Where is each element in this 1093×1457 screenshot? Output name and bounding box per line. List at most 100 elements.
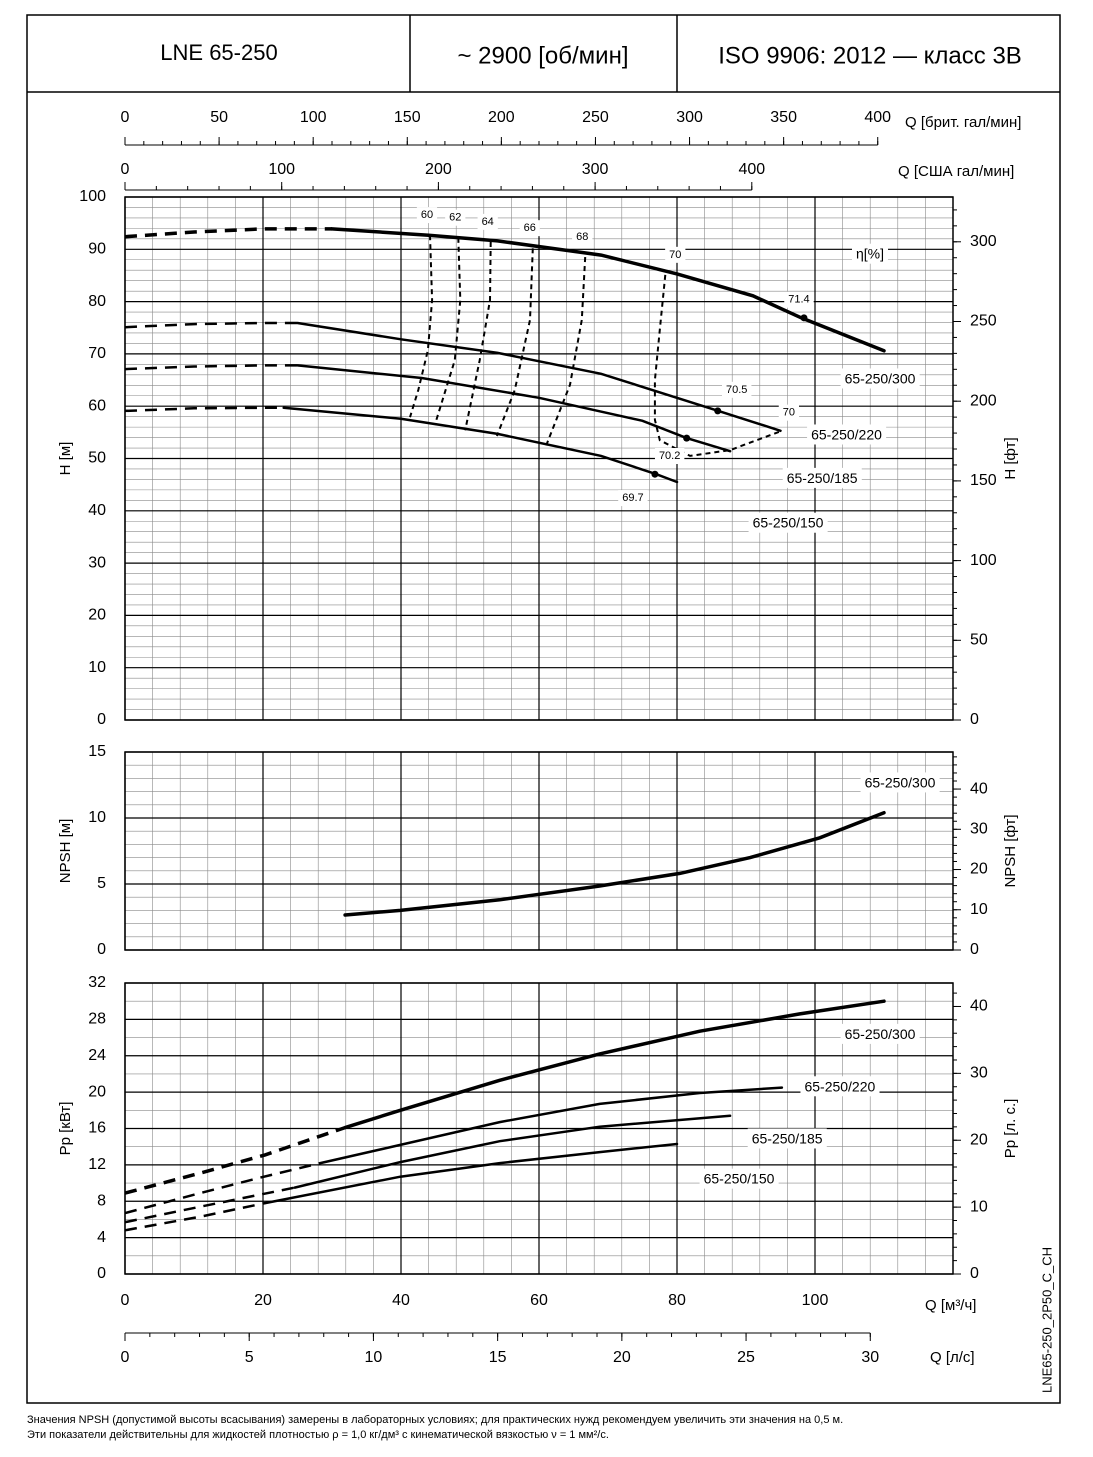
- y2-axis-title: NPSH [фт]: [1002, 814, 1019, 887]
- efficiency-label: 66: [524, 222, 536, 234]
- curve: [343, 999, 886, 1130]
- q-axis-title: Q [брит. гал/мин]: [905, 114, 1021, 131]
- best-efficiency-point: [714, 407, 722, 415]
- curve-extension: [124, 1186, 295, 1224]
- y2-tick-label: 20: [970, 861, 988, 878]
- q-tick-label: 200: [425, 161, 452, 178]
- x-tick-label: 40: [392, 1292, 410, 1309]
- q-axis-title: Q [л/с]: [930, 1349, 975, 1366]
- label-background: [860, 772, 940, 793]
- curve-label: 65-250/220: [804, 1078, 875, 1094]
- y-tick-label: 50: [88, 450, 106, 467]
- efficiency-axis-label: η[%]: [856, 246, 884, 262]
- curve-extension: [124, 321, 298, 329]
- y2-tick-label: 300: [970, 233, 997, 250]
- label-background: [519, 220, 540, 237]
- efficiency-line: [544, 257, 587, 449]
- q-tick-label: 25: [737, 1349, 755, 1366]
- curve: [343, 810, 886, 917]
- q-axis-title: Q [США гал/мин]: [898, 163, 1014, 180]
- label-background: [807, 424, 887, 445]
- q-tick-label: 300: [582, 161, 609, 178]
- y-axis-title: NPSH [м]: [57, 819, 74, 884]
- curve-extension: [124, 1201, 266, 1232]
- y-tick-label: 20: [88, 1083, 106, 1100]
- curve: [263, 1142, 679, 1205]
- efficiency-value: 71.4: [788, 294, 809, 306]
- label-background: [445, 209, 466, 226]
- label-background: [416, 207, 438, 224]
- label-background: [840, 368, 920, 389]
- speed: ~ 2900 [об/мин]: [458, 42, 629, 69]
- curve: [330, 227, 886, 353]
- y-tick-label: 0: [97, 941, 106, 958]
- footnote: Эти показатели действительны для жидкост…: [27, 1429, 609, 1441]
- best-efficiency-point: [651, 470, 659, 478]
- label-background: [851, 243, 889, 264]
- x-tick-label: 20: [254, 1292, 272, 1309]
- model: LNE 65-250: [160, 40, 277, 65]
- y2-tick-label: 0: [970, 1265, 979, 1282]
- footnote: Значения NPSH (допустимой высоты всасыва…: [27, 1414, 843, 1426]
- y2-tick-label: 0: [970, 941, 979, 958]
- q-tick-label: 400: [864, 109, 891, 126]
- q-tick-label: 200: [488, 109, 515, 126]
- y2-tick-label: 10: [970, 901, 988, 918]
- y-tick-label: 4: [97, 1229, 106, 1246]
- y2-tick-label: 10: [970, 1198, 988, 1215]
- q-tick-label: 100: [300, 109, 327, 126]
- y2-tick-label: 20: [970, 1131, 988, 1148]
- q-tick-label: 150: [394, 109, 421, 126]
- q-tick-label: 350: [770, 109, 797, 126]
- q-tick-label: 300: [676, 109, 703, 126]
- y-tick-label: 10: [88, 809, 106, 826]
- label-background: [665, 246, 686, 263]
- curve-label: 65-250/300: [845, 1026, 916, 1042]
- y2-tick-label: 30: [970, 1065, 988, 1082]
- x-axis-title: Q [м³/ч]: [925, 1297, 976, 1314]
- q-tick-label: 5: [245, 1349, 254, 1366]
- q-tick-label: 0: [121, 161, 130, 178]
- curve-extension: [124, 1161, 321, 1215]
- efficiency-line: [495, 248, 534, 437]
- y-tick-label: 100: [79, 188, 106, 205]
- curve-label: 65-250/220: [811, 426, 882, 442]
- efficiency-line: [653, 274, 783, 457]
- efficiency-line: [433, 237, 462, 426]
- q-tick-label: 0: [121, 109, 130, 126]
- y-tick-label: 0: [97, 1265, 106, 1282]
- x-tick-label: 0: [121, 1292, 130, 1309]
- y-tick-label: 12: [88, 1156, 106, 1173]
- q-tick-label: 10: [365, 1349, 383, 1366]
- label-background: [721, 381, 752, 398]
- y-tick-label: 60: [88, 397, 106, 414]
- y-tick-label: 20: [88, 607, 106, 624]
- efficiency-value: 70.5: [726, 384, 747, 396]
- y2-tick-label: 40: [970, 780, 988, 797]
- y-tick-label: 8: [97, 1192, 106, 1209]
- y-tick-label: 0: [97, 711, 106, 728]
- y2-axis-title: H [фт]: [1002, 437, 1019, 479]
- curve-label: 65-250/150: [704, 1171, 775, 1187]
- drawing-id: LNE65-250_2P50_C_CH: [1039, 1247, 1054, 1393]
- efficiency-value: 69.7: [622, 492, 643, 504]
- y-tick-label: 30: [88, 554, 106, 571]
- curve-extension: [124, 227, 332, 239]
- efficiency-label: 70: [783, 407, 795, 419]
- label-background: [618, 490, 648, 507]
- y-axis-title: H [м]: [57, 442, 74, 476]
- y2-tick-label: 30: [970, 821, 988, 838]
- sheet-frame: [26, 14, 1061, 1404]
- curve: [293, 1114, 732, 1189]
- y2-tick-label: 100: [970, 552, 997, 569]
- y2-axis-title: Pp [л. с.]: [1002, 1099, 1019, 1159]
- curve-extension: [124, 1125, 346, 1195]
- y-tick-label: 90: [88, 241, 106, 258]
- label-background: [747, 1128, 827, 1149]
- q-tick-label: 50: [210, 109, 228, 126]
- x-tick-label: 60: [530, 1292, 548, 1309]
- y-axis-title: Pp [кВт]: [57, 1102, 74, 1156]
- y2-tick-label: 150: [970, 472, 997, 489]
- q-tick-label: 30: [861, 1349, 879, 1366]
- label-background: [778, 404, 800, 421]
